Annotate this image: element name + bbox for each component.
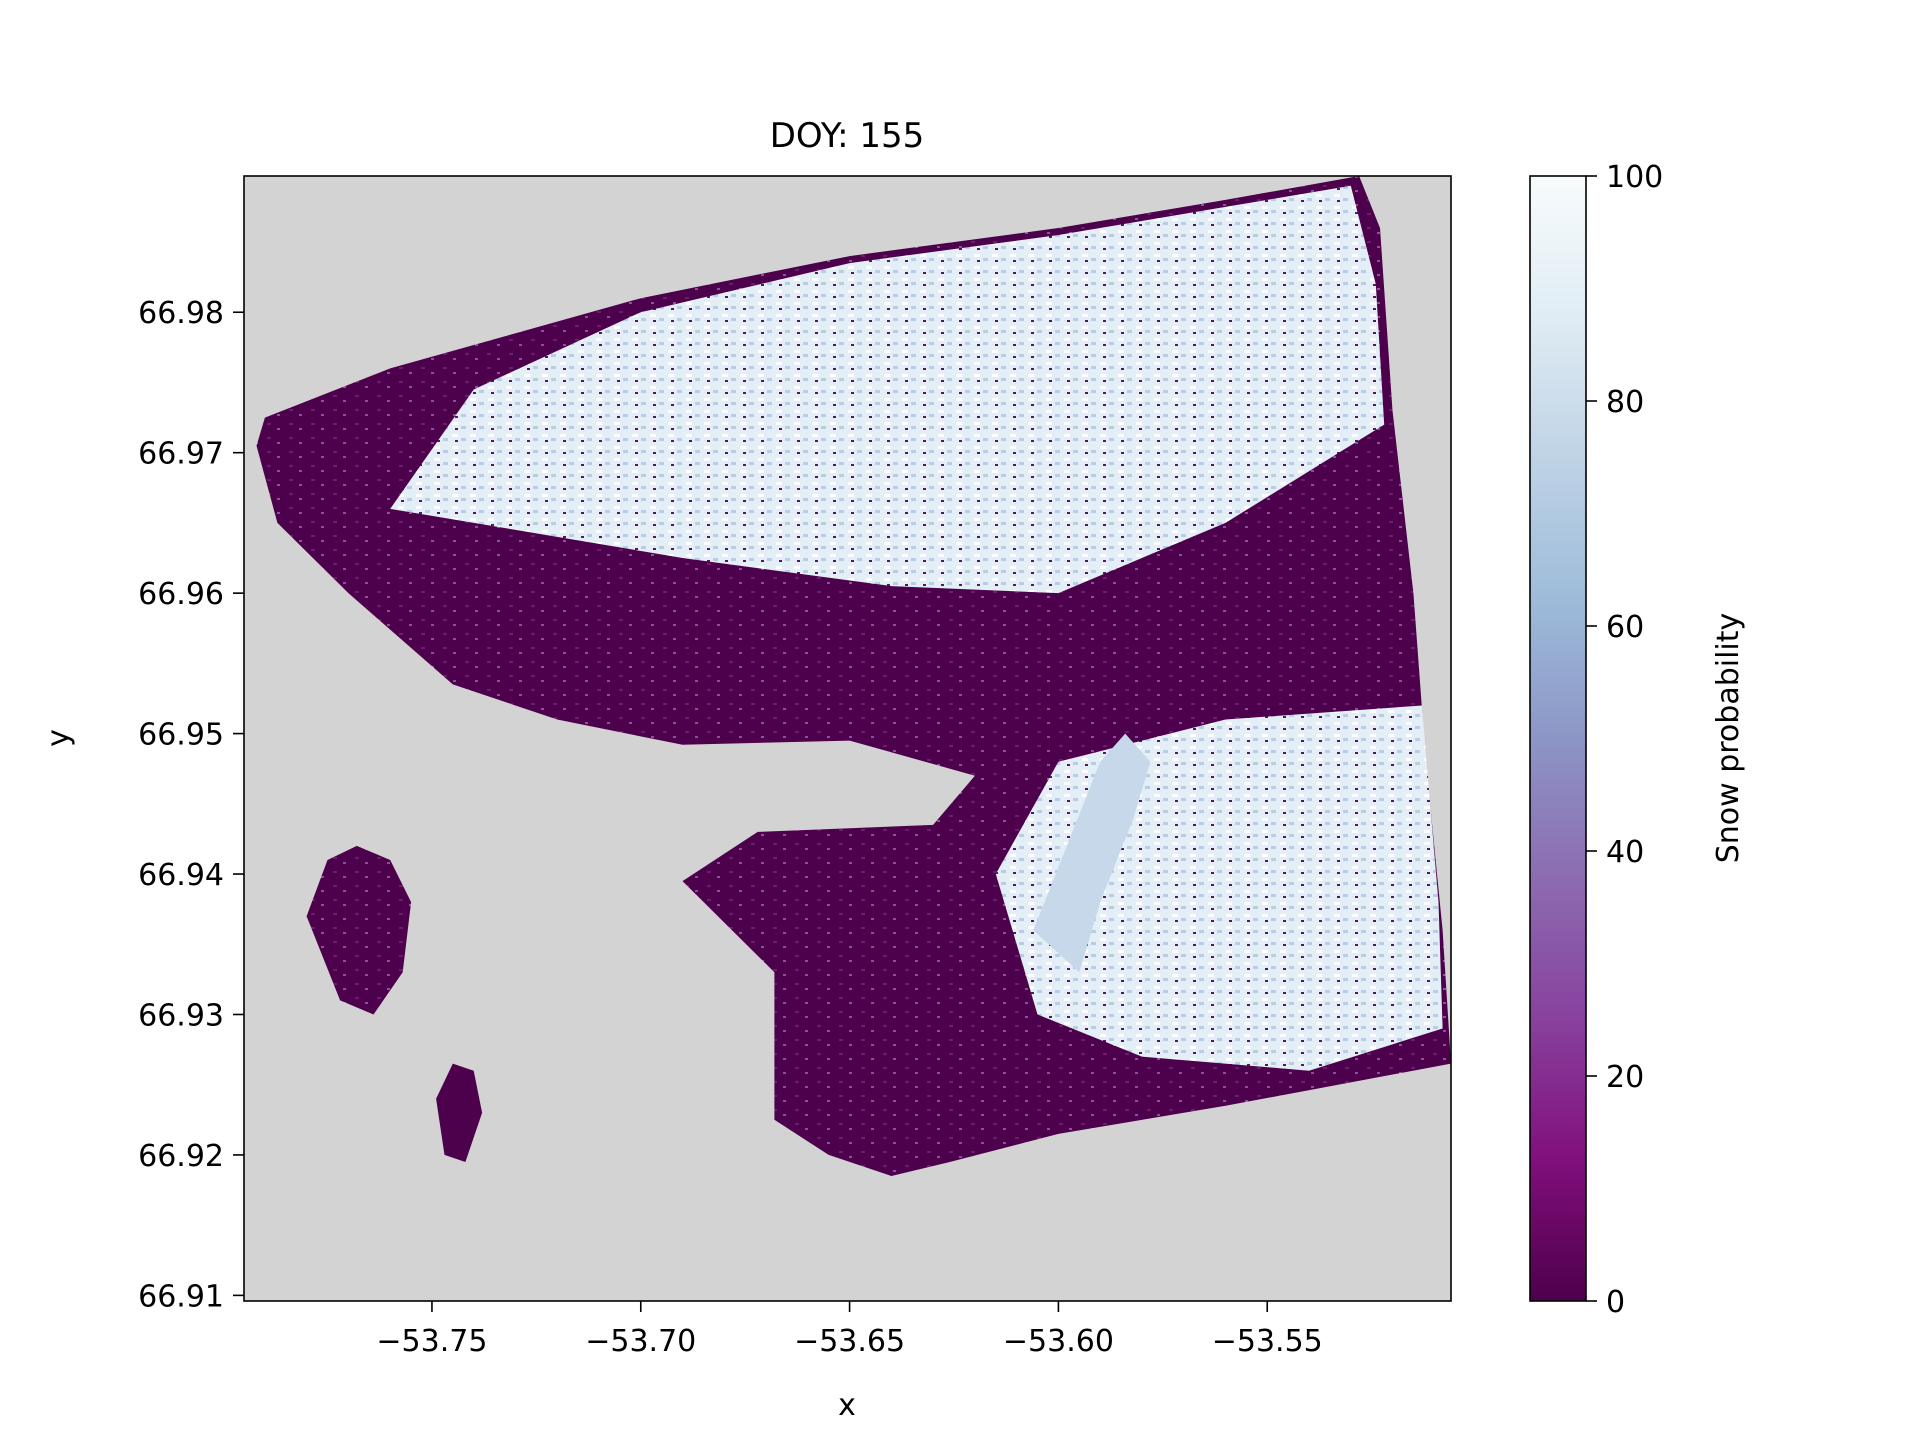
colorbar-tick-label: 60: [1606, 610, 1644, 645]
region-island-west: [306, 845, 412, 1015]
y-tick-label: 66.91: [138, 1279, 224, 1314]
x-axis-ticks: −53.75 −53.70 −53.65 −53.60 −53.55: [376, 1301, 1323, 1359]
region-snow-upper: [390, 185, 1385, 594]
colorbar-tick-label: 80: [1606, 385, 1644, 420]
y-tick-label: 66.96: [138, 577, 224, 612]
colorbar-tick-label: 0: [1606, 1285, 1625, 1320]
colorbar-ticks: 0 20 40 60 80 100: [1586, 160, 1663, 1320]
x-tick-label: −53.60: [1003, 1324, 1114, 1359]
y-tick-label: 66.97: [138, 437, 224, 472]
x-tick-label: −53.65: [794, 1324, 905, 1359]
y-tick-label: 66.94: [138, 858, 224, 893]
region-island-small: [436, 1063, 483, 1162]
colorbar-label: Snow probability: [1711, 613, 1746, 864]
colorbar-tick-label: 40: [1606, 835, 1644, 870]
y-axis-ticks: 66.91 66.92 66.93 66.94 66.95 66.96 66.97 66.98: [138, 296, 244, 1314]
raster-regions: [256, 176, 1451, 1176]
y-axis-label: y: [41, 729, 76, 747]
colorbar-tick-label: 20: [1606, 1060, 1644, 1095]
y-tick-label: 66.92: [138, 1139, 224, 1174]
y-tick-label: 66.95: [138, 718, 224, 753]
y-tick-label: 66.93: [138, 998, 224, 1033]
colorbar-tick-label: 100: [1606, 160, 1663, 195]
axes-frame: [243, 175, 1452, 1302]
y-tick-label: 66.98: [138, 296, 224, 331]
colorbar: [1529, 175, 1587, 1302]
region-lake: [1033, 733, 1151, 973]
x-tick-label: −53.55: [1212, 1324, 1323, 1359]
chart-title: DOY: 155: [770, 116, 925, 156]
x-tick-label: −53.70: [585, 1324, 696, 1359]
x-axis-label: x: [838, 1388, 856, 1423]
x-tick-label: −53.75: [376, 1324, 487, 1359]
